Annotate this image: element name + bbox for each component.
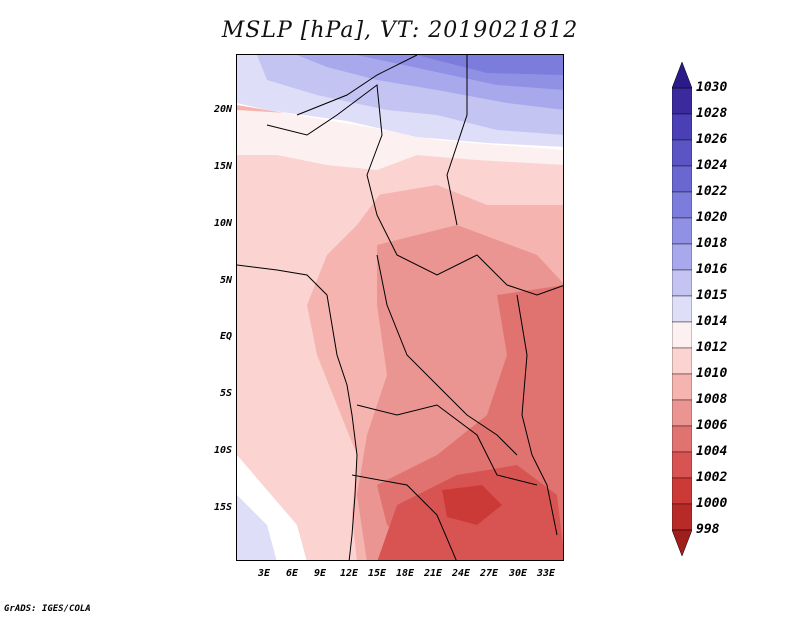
colorbar-cell <box>672 477 692 505</box>
lat-tick-10n: 10N <box>213 218 232 229</box>
colorbar-cell <box>672 243 692 271</box>
colorbar-top-arrow <box>672 62 692 89</box>
colorbar-label: 1020 <box>696 210 728 225</box>
colorbar-cell <box>672 269 692 297</box>
borders <box>237 55 563 560</box>
lon-tick-24e: 24E <box>451 568 471 579</box>
lat-tick-5s: 5S <box>219 388 232 399</box>
colorbar-label: 1026 <box>696 132 728 147</box>
colorbar <box>672 62 692 557</box>
software-credit: GrADS: IGES/COLA <box>4 604 91 614</box>
colorbar-label: 1002 <box>696 470 728 485</box>
colorbar-cell <box>672 217 692 245</box>
colorbar-cell <box>672 113 692 141</box>
lat-tick-5n: 5N <box>219 275 232 286</box>
field-1002-core <box>442 485 502 525</box>
pressure-field <box>237 55 563 560</box>
map-title: MSLP [hPa], VT: 2019021812 <box>221 18 579 43</box>
colorbar-label: 1024 <box>696 158 728 173</box>
colorbar-cell <box>672 165 692 193</box>
border-northeast <box>446 55 468 226</box>
border-southwest <box>351 474 457 560</box>
colorbar-label: 1022 <box>696 184 728 199</box>
colorbar-label: 1028 <box>696 106 728 121</box>
border-north <box>296 55 418 116</box>
colorbar-cell <box>672 87 692 115</box>
colorbar-label: 1030 <box>696 80 728 95</box>
lon-tick-18e: 18E <box>395 568 415 579</box>
field-1012-west <box>237 145 387 560</box>
colorbar-cell <box>672 139 692 167</box>
colorbar-cell <box>672 451 692 479</box>
colorbar-label: 1004 <box>696 444 728 459</box>
pressure-map <box>236 54 564 561</box>
colorbar-cell <box>672 295 692 323</box>
lon-tick-33e: 33E <box>536 568 556 579</box>
lon-tick-15e: 15E <box>367 568 387 579</box>
colorbar-cell <box>672 373 692 401</box>
lat-tick-20n: 20N <box>213 104 232 115</box>
colorbar-cell <box>672 503 692 531</box>
border-east <box>516 294 558 536</box>
field-1024-band <box>417 55 563 75</box>
border-south <box>356 404 538 486</box>
lat-tick-15s: 15S <box>213 502 232 513</box>
colorbar-label: 1012 <box>696 340 728 355</box>
colorbar-label: 1015 <box>696 288 728 303</box>
colorbar-label: 1000 <box>696 496 728 511</box>
colorbar-label: 998 <box>696 522 720 537</box>
colorbar-cell <box>672 191 692 219</box>
colorbar-label: 1008 <box>696 392 728 407</box>
lon-tick-12e: 12E <box>339 568 359 579</box>
colorbar-label: 1006 <box>696 418 728 433</box>
lon-tick-30e: 30E <box>508 568 528 579</box>
field-1016-southwest <box>237 495 277 560</box>
lon-tick-6e: 6E <box>285 568 299 579</box>
lon-tick-21e: 21E <box>423 568 443 579</box>
coastline <box>237 264 358 560</box>
lon-tick-27e: 27E <box>479 568 499 579</box>
colorbar-cell <box>672 425 692 453</box>
lat-tick-15n: 15N <box>213 161 232 172</box>
colorbar-label: 1018 <box>696 236 728 251</box>
lat-tick-10s: 10S <box>213 445 232 456</box>
colorbar-label: 1010 <box>696 366 728 381</box>
field-1015-southwest <box>237 455 307 560</box>
colorbar-cell <box>672 347 692 375</box>
colorbar-label: 1014 <box>696 314 728 329</box>
colorbar-bottom-arrow <box>672 529 692 557</box>
colorbar-cells <box>672 87 692 531</box>
border-central <box>376 254 518 456</box>
colorbar-cell <box>672 399 692 427</box>
colorbar-label: 1016 <box>696 262 728 277</box>
lat-tick-eq: EQ <box>219 331 232 342</box>
border-sahel <box>266 84 563 296</box>
lon-tick-3e: 3E <box>257 568 271 579</box>
lon-tick-9e: 9E <box>313 568 327 579</box>
colorbar-cell <box>672 321 692 349</box>
